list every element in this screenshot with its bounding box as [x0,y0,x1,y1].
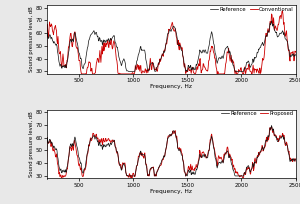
X-axis label: Frequency, Hz: Frequency, Hz [150,84,192,90]
Reference [180,50,184,52]
Conventional [281,10,284,12]
X-axis label: Frequency, Hz: Frequency, Hz [150,189,192,194]
Reference [289,159,292,161]
Y-axis label: Sound pressure level, dB: Sound pressure level, dB [29,7,34,72]
Conventional [289,52,292,55]
Reference [294,53,297,56]
Proposed [249,169,253,171]
Reference [165,143,169,145]
Proposed [180,152,184,155]
Proposed [289,157,292,159]
Proposed [164,151,167,154]
Conventional [180,47,184,49]
Proposed [294,158,297,160]
Conventional [249,70,253,73]
Proposed [165,144,169,147]
Reference [194,69,197,71]
Reference [165,39,169,41]
Y-axis label: Sound pressure level, dB: Sound pressure level, dB [29,111,34,177]
Reference [164,46,167,48]
Reference [164,151,167,153]
Reference [270,124,273,127]
Reference [294,158,297,160]
Reference [194,173,197,176]
Reference [180,154,184,156]
Reference [45,175,48,177]
Line: Reference: Reference [46,21,296,71]
Reference [249,64,253,67]
Line: Reference: Reference [46,125,296,176]
Proposed [194,167,197,170]
Conventional [165,43,169,45]
Proposed [60,177,63,180]
Conventional [194,73,197,75]
Reference [45,70,48,72]
Reference [270,20,273,22]
Proposed [45,176,48,178]
Conventional [80,73,83,75]
Legend: Reference, Proposed: Reference, Proposed [220,111,294,117]
Conventional [164,47,167,50]
Legend: Reference, Conventional: Reference, Conventional [210,6,294,12]
Conventional [45,65,48,67]
Reference [127,175,130,177]
Conventional [294,51,297,53]
Reference [289,54,292,57]
Reference [127,70,130,73]
Line: Proposed: Proposed [46,126,296,178]
Line: Conventional: Conventional [46,11,296,74]
Reference [249,169,253,171]
Proposed [270,125,273,128]
